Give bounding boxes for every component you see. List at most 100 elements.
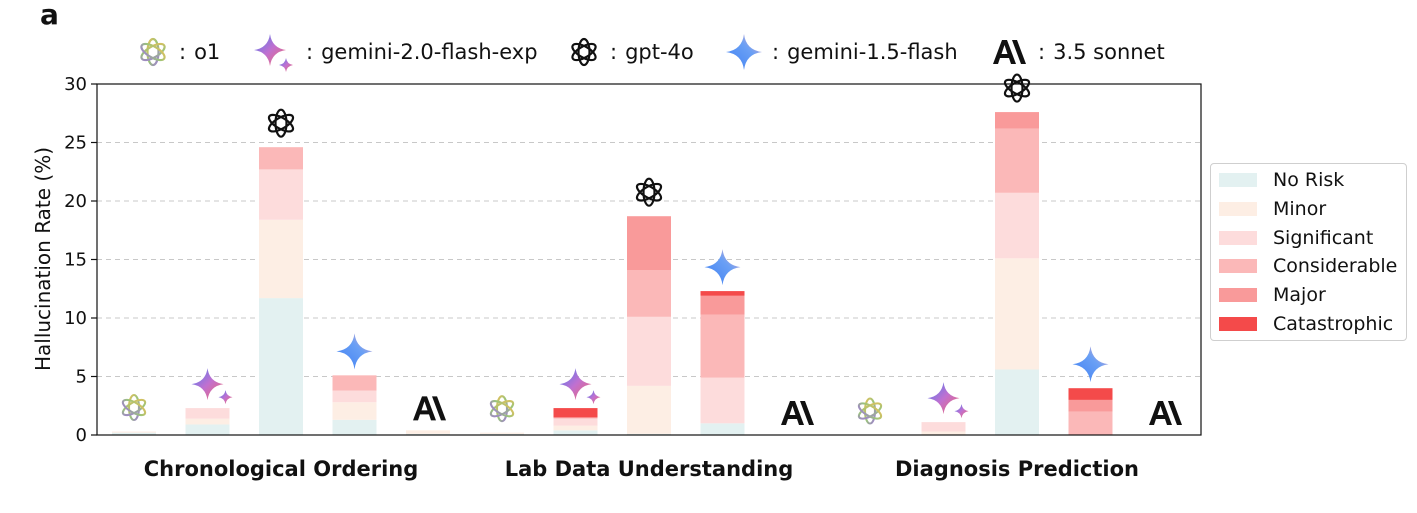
group-labels: Chronological Ordering Lab Data Understan… xyxy=(144,457,1139,481)
bar-segment-considerable xyxy=(332,375,377,391)
gemini-1.5-flash-icon xyxy=(1072,346,1109,383)
bar-segment-no-risk xyxy=(995,369,1039,435)
bars xyxy=(112,112,1113,435)
bar-segment-minor xyxy=(553,425,598,431)
y-tick-label: 20 xyxy=(64,191,87,212)
bar-segment-minor xyxy=(921,431,966,435)
bar-segment-considerable xyxy=(553,417,598,419)
bar-segment-major xyxy=(995,112,1039,129)
anthropic-icon xyxy=(781,401,814,425)
bar-segment-significant xyxy=(259,169,303,220)
gemini-1.5-flash-icon xyxy=(726,34,762,70)
bar-segment-no-risk xyxy=(259,298,303,435)
model-legend-sep: : xyxy=(179,40,187,64)
model-legend: : o1 : gemini-2.0-flash-exp : gpt-4o : g… xyxy=(0,30,1417,74)
risk-legend-label: Minor xyxy=(1273,197,1327,220)
bar-segment-major xyxy=(627,216,671,271)
bar-segment-catastrophic xyxy=(553,408,598,418)
o1-icon xyxy=(857,397,883,425)
bar-segment-catastrophic xyxy=(1068,388,1113,400)
o1-icon xyxy=(121,393,147,422)
y-tick-label: 5 xyxy=(76,367,87,388)
model-legend-item-3.5-sonnet: : 3.5 sonnet xyxy=(990,30,1165,74)
y-tick-label: 10 xyxy=(64,308,87,329)
bar-segment-catastrophic xyxy=(700,291,745,296)
bar-segment-significant xyxy=(332,390,377,403)
risk-legend-label: No Risk xyxy=(1273,169,1345,191)
bar-segment-considerable xyxy=(627,270,671,317)
gemini-2.0-flash-exp-icon xyxy=(191,368,233,405)
bar-segment-minor xyxy=(480,432,524,434)
bar-segment-minor xyxy=(406,430,450,434)
y-tick-label: 25 xyxy=(64,133,87,154)
bar-segment-major xyxy=(700,295,745,315)
bar-segment-significant xyxy=(553,418,598,426)
model-legend-label: gemini-2.0-flash-exp xyxy=(321,40,538,64)
gpt-4o-icon xyxy=(267,108,295,138)
bar-segment-significant xyxy=(995,192,1039,259)
risk-legend-label: Significant xyxy=(1273,226,1374,249)
bar-segment-minor xyxy=(627,385,671,434)
o1-icon xyxy=(140,37,166,67)
model-legend-sep: : xyxy=(1038,40,1046,64)
risk-legend-item: Considerable xyxy=(1219,254,1397,278)
gemini-1.5-flash-icon xyxy=(704,249,741,286)
bar-segment-significant xyxy=(627,316,671,386)
model-legend-item-gemini-2.0-flash-exp: : gemini-2.0-flash-exp xyxy=(252,30,538,74)
model-legend-item-o1: : o1 xyxy=(135,30,220,74)
model-legend-label: gpt-4o xyxy=(625,40,694,64)
risk-legend-label: Considerable xyxy=(1273,255,1398,278)
bar-segment-minor xyxy=(995,258,1039,370)
model-legend-sep: : xyxy=(306,40,314,64)
y-tick-label: 30 xyxy=(64,74,87,95)
risk-legend-swatch xyxy=(1219,288,1257,303)
bar-segment-no-risk xyxy=(112,432,156,435)
model-legend-item-gemini-1.5-flash: : gemini-1.5-flash xyxy=(724,30,958,74)
gpt-4o-icon xyxy=(1003,73,1031,103)
bar-segment-considerable xyxy=(1068,411,1113,435)
risk-legend-swatch xyxy=(1219,317,1257,331)
anthropic-icon xyxy=(993,40,1026,64)
x-group-label: Diagnosis Prediction xyxy=(895,457,1139,481)
model-legend-sep: : xyxy=(610,40,618,64)
model-legend-label: o1 xyxy=(194,40,221,64)
risk-legend-swatch xyxy=(1219,259,1257,274)
risk-legend: No Risk Minor Significant Considerable Major… xyxy=(1210,163,1407,341)
bar-segment-significant xyxy=(921,422,966,432)
model-legend-label: 3.5 sonnet xyxy=(1053,40,1165,64)
model-legend-sep: : xyxy=(772,40,780,64)
bar-segment-significant xyxy=(700,377,745,424)
risk-legend-label: Catastrophic xyxy=(1273,313,1394,335)
bar-segment-minor xyxy=(112,431,156,433)
gemini-2.0-flash-exp-icon xyxy=(927,382,969,419)
anthropic-icon xyxy=(1149,401,1182,425)
gpt-4o-icon xyxy=(635,177,663,207)
bar-segment-minor xyxy=(332,402,377,420)
bar-segment-significant xyxy=(185,408,230,419)
bar-segment-considerable xyxy=(995,128,1039,193)
model-legend-item-gpt-4o: : gpt-4o xyxy=(566,30,694,74)
o1-icon xyxy=(489,395,515,423)
gemini-2.0-flash-exp-icon xyxy=(559,368,601,405)
risk-legend-swatch xyxy=(1219,230,1257,245)
bar-segment-no-risk xyxy=(700,423,745,435)
risk-legend-item: No Risk xyxy=(1219,168,1344,192)
bar-icons xyxy=(121,73,1182,425)
model-legend-label: gemini-1.5-flash xyxy=(787,40,958,64)
risk-legend-item: Minor xyxy=(1219,197,1326,221)
risk-legend-item: Catastrophic xyxy=(1219,312,1393,336)
gpt-4o-icon xyxy=(571,37,597,67)
y-tick-label: 0 xyxy=(76,425,87,446)
bar-segment-minor xyxy=(259,219,303,299)
anthropic-icon xyxy=(413,396,446,421)
risk-legend-swatch xyxy=(1219,201,1257,216)
risk-legend-item: Significant xyxy=(1219,226,1373,250)
risk-legend-item: Major xyxy=(1219,283,1326,307)
y-tick-label: 15 xyxy=(64,250,87,271)
bar-segment-considerable xyxy=(259,147,303,170)
y-axis-title: Hallucination Rate (%) xyxy=(31,147,55,371)
x-group-label: Lab Data Understanding xyxy=(505,457,794,481)
gemini-1.5-flash-icon xyxy=(336,333,373,370)
bar-segment-major xyxy=(1068,399,1113,412)
